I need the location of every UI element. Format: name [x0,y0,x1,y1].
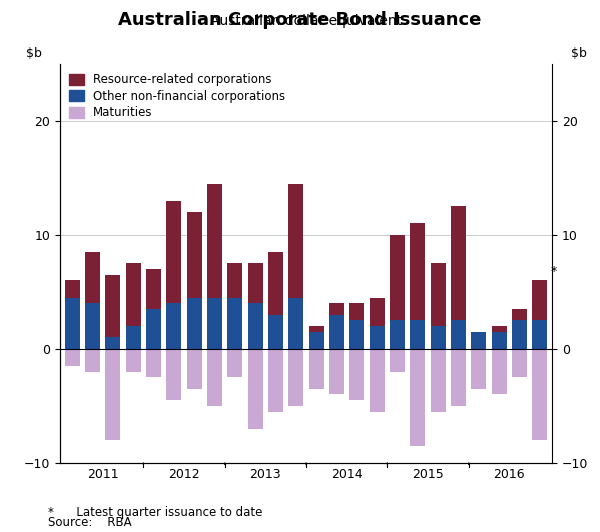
Bar [248,303,263,349]
Bar [227,297,242,349]
Bar [105,275,121,337]
Bar [85,303,100,349]
Bar [207,349,222,406]
Bar [146,269,161,309]
Bar [491,332,507,349]
Bar [125,326,141,349]
Bar [105,349,121,440]
Bar [512,320,527,349]
Bar [288,184,304,297]
Bar [85,349,100,372]
Bar [268,349,283,412]
Bar [410,320,425,349]
Text: $b: $b [571,47,586,60]
Title: Australian dollar equivalent: Australian dollar equivalent [210,14,402,28]
Bar [308,326,324,332]
Text: *: * [550,265,557,278]
Bar [491,326,507,332]
Bar [166,201,181,303]
Bar [491,349,507,394]
Bar [390,320,405,349]
Bar [207,297,222,349]
Bar [451,320,466,349]
Bar [288,297,304,349]
Bar [248,349,263,429]
Bar [125,263,141,326]
Bar [471,349,487,389]
Bar [308,349,324,389]
Bar [125,349,141,372]
Bar [166,303,181,349]
Bar [329,303,344,314]
Bar [65,349,80,366]
Bar [329,314,344,349]
Text: Australian Corporate Bond Issuance: Australian Corporate Bond Issuance [118,11,482,29]
Bar [471,332,487,349]
Bar [512,309,527,320]
Bar [146,309,161,349]
Bar [512,349,527,377]
Bar [187,212,202,297]
Bar [451,206,466,320]
Bar [105,337,121,349]
Bar [248,263,263,303]
Bar [370,297,385,326]
Bar [329,349,344,394]
Text: Source:    RBA: Source: RBA [48,517,131,529]
Bar [146,349,161,377]
Bar [431,326,446,349]
Legend: Resource-related corporations, Other non-financial corporations, Maturities: Resource-related corporations, Other non… [66,70,289,123]
Bar [207,184,222,297]
Bar [65,297,80,349]
Bar [370,326,385,349]
Bar [268,252,283,314]
Bar [288,349,304,406]
Bar [187,297,202,349]
Bar [187,349,202,389]
Bar [410,223,425,320]
Bar [349,349,364,400]
Bar [65,280,80,297]
Bar [390,349,405,372]
Bar [166,349,181,400]
Bar [431,263,446,326]
Text: $b: $b [26,47,41,60]
Bar [268,314,283,349]
Bar [227,349,242,377]
Bar [410,349,425,446]
Bar [390,235,405,320]
Bar [532,280,547,320]
Bar [431,349,446,412]
Bar [532,349,547,440]
Bar [349,303,364,320]
Bar [532,320,547,349]
Bar [227,263,242,297]
Bar [349,320,364,349]
Text: *      Latest quarter issuance to date: * Latest quarter issuance to date [48,506,262,519]
Bar [370,349,385,412]
Bar [451,349,466,406]
Bar [85,252,100,303]
Bar [308,332,324,349]
